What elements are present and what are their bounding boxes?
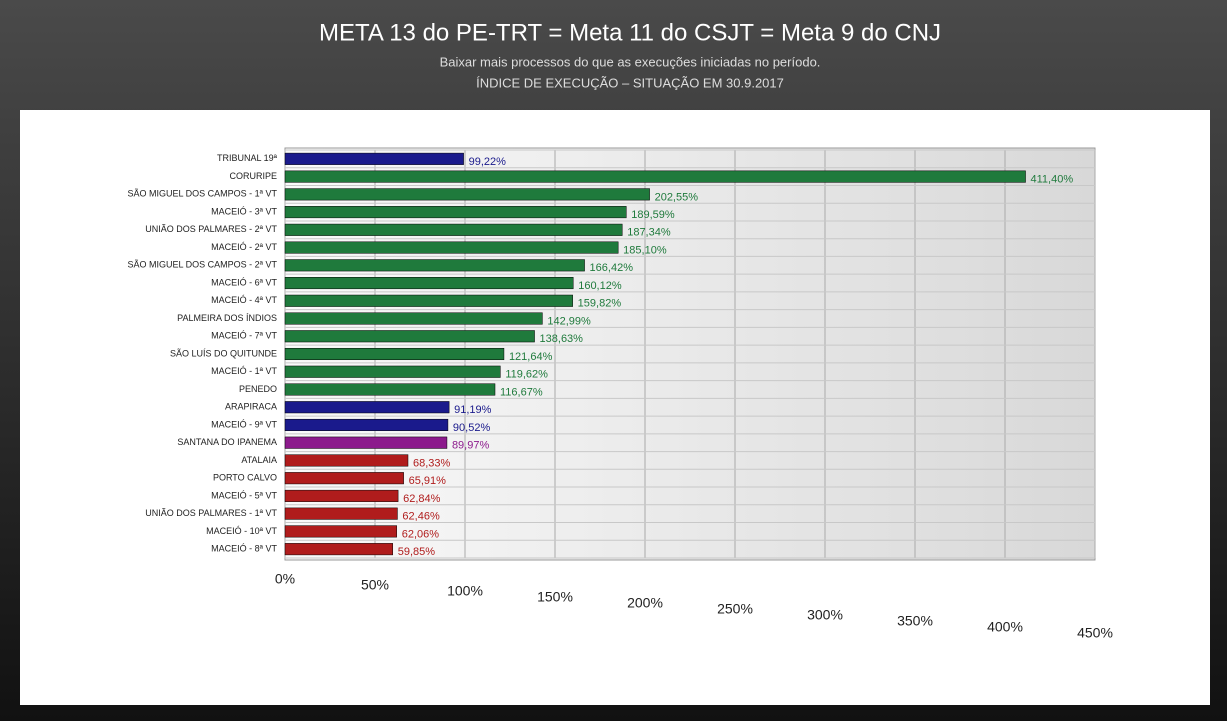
bar	[284, 188, 650, 201]
y-tick-label: MACEIÓ - 6ª VT	[211, 277, 277, 287]
y-tick-label: MACEIÓ - 4ª VT	[211, 295, 277, 305]
x-tick-label: 0%	[275, 571, 295, 587]
y-tick-label: MACEIÓ - 1ª VT	[211, 366, 277, 376]
bar	[284, 294, 573, 307]
bar	[284, 347, 505, 361]
value-label: 411,40%	[1031, 174, 1074, 186]
value-label: 62,84%	[403, 493, 441, 505]
y-tick-label: MACEIÓ - 9ª VT	[211, 419, 277, 429]
bar	[284, 436, 448, 449]
y-tick-label: ARAPIRACA	[225, 402, 277, 412]
bar	[284, 259, 585, 272]
value-label: 142,99%	[547, 315, 591, 327]
chart-title: META 13 do PE-TRT = Meta 11 do CSJT = Me…	[319, 19, 941, 46]
x-tick-label: 250%	[717, 601, 753, 617]
value-label: 160,12%	[578, 280, 622, 292]
bar	[284, 277, 574, 290]
y-tick-label: ATALAIA	[241, 455, 277, 465]
y-tick-label: MACEIÓ - 5ª VT	[211, 490, 277, 500]
x-tick-label: 150%	[537, 589, 573, 605]
value-label: 121,64%	[509, 351, 553, 363]
value-label: 189,59%	[631, 209, 675, 221]
bar	[284, 401, 450, 414]
y-tick-label: UNIÃO DOS PALMARES - 1ª VT	[145, 508, 277, 518]
value-label: 185,10%	[623, 244, 667, 256]
y-tick-label: MACEIÓ - 3ª VT	[211, 206, 277, 216]
x-tick-label: 200%	[627, 595, 663, 611]
value-label: 119,62%	[505, 369, 548, 381]
subtitle: ÍNDICE DE EXECUÇÃO – SITUAÇÃO EM 30.9.20…	[476, 75, 784, 90]
x-tick-label: 400%	[987, 619, 1023, 635]
y-tick-label: MACEIÓ - 7ª VT	[211, 331, 277, 341]
bar	[284, 418, 449, 431]
bar	[284, 489, 399, 502]
value-label: 65,91%	[409, 475, 447, 487]
x-tick-label: 300%	[807, 607, 843, 623]
x-tick-label: 350%	[897, 613, 933, 629]
value-label: 166,42%	[590, 262, 634, 274]
subtitle: Baixar mais processos do que as execuçõe…	[440, 54, 821, 69]
x-tick-label: 450%	[1077, 625, 1113, 641]
y-tick-label: SÃO LUÍS DO QUITUNDE	[170, 348, 277, 358]
value-label: 138,63%	[540, 333, 584, 345]
value-label: 99,22%	[469, 156, 507, 168]
bar	[284, 365, 501, 378]
bar	[284, 152, 464, 165]
value-label: 187,34%	[627, 227, 671, 239]
value-label: 202,55%	[655, 191, 699, 203]
y-tick-label: SANTANA DO IPANEMA	[177, 437, 277, 447]
value-label: 68,33%	[413, 457, 451, 469]
bar	[284, 383, 496, 396]
y-tick-label: CORURIPE	[229, 171, 277, 181]
y-tick-label: SÃO MIGUEL DOS CAMPOS - 2ª VT	[127, 260, 277, 270]
y-tick-label: PENEDO	[239, 384, 277, 394]
y-tick-label: PALMEIRA DOS ÍNDIOS	[177, 313, 277, 323]
bar	[284, 472, 404, 485]
value-label: 91,19%	[454, 404, 492, 416]
x-tick-label: 50%	[361, 577, 389, 593]
value-label: 90,52%	[453, 422, 491, 434]
y-tick-label: MACEIÓ - 10ª VT	[206, 526, 277, 536]
value-label: 62,46%	[402, 511, 440, 523]
y-tick-label: PORTO CALVO	[213, 473, 277, 483]
bar	[284, 543, 393, 556]
bar	[284, 241, 619, 254]
value-label: 62,06%	[402, 528, 440, 540]
bar	[284, 223, 623, 236]
x-tick-label: 100%	[447, 583, 483, 599]
bar	[284, 507, 398, 520]
bar	[284, 312, 543, 325]
bar	[284, 525, 397, 538]
value-label: 116,67%	[500, 386, 543, 398]
bar	[284, 330, 535, 343]
value-label: 89,97%	[452, 440, 490, 452]
y-tick-label: MACEIÓ - 2ª VT	[211, 242, 277, 252]
value-label: 59,85%	[398, 546, 436, 558]
bar	[284, 206, 627, 219]
y-tick-label: UNIÃO DOS PALMARES - 2ª VT	[145, 224, 277, 234]
value-label: 159,82%	[578, 298, 622, 310]
y-tick-label: SÃO MIGUEL DOS CAMPOS - 1ª VT	[127, 189, 277, 199]
y-tick-label: TRIBUNAL 19ª	[217, 153, 278, 163]
bar	[284, 170, 1026, 183]
bar	[284, 454, 409, 467]
y-tick-label: MACEIÓ - 8ª VT	[211, 544, 277, 554]
